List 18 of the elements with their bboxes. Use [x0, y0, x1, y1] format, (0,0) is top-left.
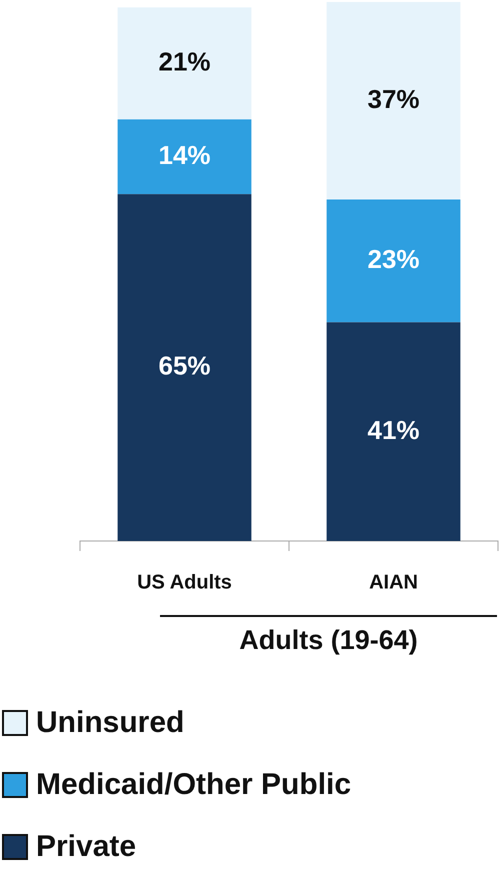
bar [326, 199, 460, 322]
bar [326, 2, 460, 200]
data-label: 37% [367, 84, 420, 114]
legend-label: Medicaid/Other Public [36, 768, 352, 802]
bar [326, 322, 460, 541]
x-tick-label: AIAN [369, 572, 418, 594]
bar [118, 194, 252, 541]
data-label: 65% [158, 350, 211, 381]
legend-label: Private [36, 830, 136, 864]
legend-label: Uninsured [36, 706, 184, 740]
x-axis-title: Adults (19-64) [160, 615, 497, 656]
data-label: 14% [158, 140, 211, 170]
bar [118, 7, 252, 120]
bar [118, 119, 252, 194]
x-tick-label: US Adults [137, 572, 232, 594]
data-label: 23% [367, 244, 420, 274]
data-label: 21% [158, 46, 211, 77]
data-label: 41% [367, 414, 420, 445]
